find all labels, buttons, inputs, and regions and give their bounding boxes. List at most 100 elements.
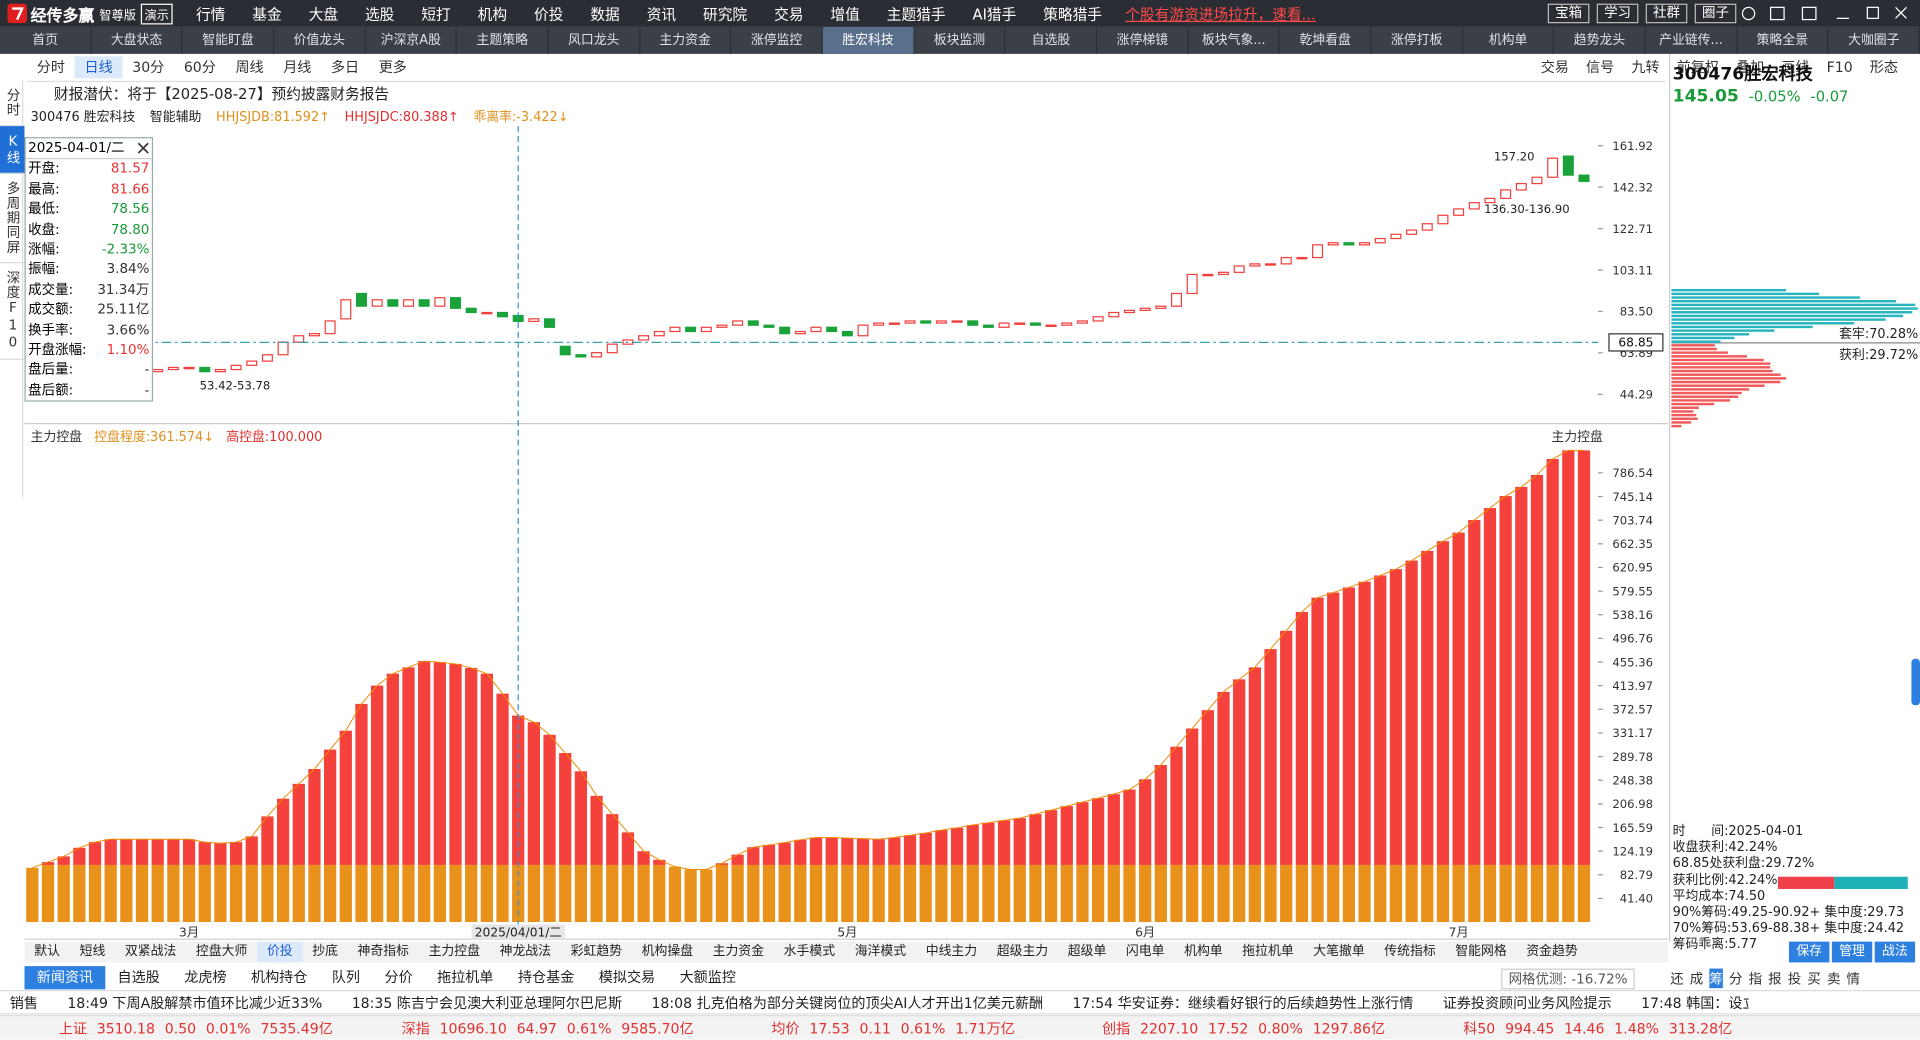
- indicator-tab[interactable]: 拖拉机单: [1242, 944, 1294, 959]
- chart-tool[interactable]: 九转: [1631, 58, 1660, 76]
- tab[interactable]: 大盘状态: [91, 26, 183, 54]
- period-tab[interactable]: 30分: [132, 58, 165, 76]
- bottom-tab[interactable]: 队列: [331, 968, 361, 986]
- news-item[interactable]: 18:49 下周A股解禁市值环比减少近33%: [67, 994, 323, 1012]
- menu-item[interactable]: 主题猎手: [886, 5, 946, 23]
- news-item[interactable]: 销售: [9, 994, 38, 1012]
- menu-item[interactable]: 基金: [252, 5, 282, 23]
- tooltip-close[interactable]: [137, 138, 149, 158]
- indicator-tab[interactable]: 资金趋势: [1526, 944, 1578, 959]
- side-tab[interactable]: 多周期同屏: [0, 174, 25, 264]
- news-item[interactable]: 17:48 韩国：设立银发就业服务中心 助: [1641, 994, 1749, 1012]
- icon[interactable]: [1770, 6, 1785, 21]
- side-icon[interactable]: 分: [1728, 970, 1743, 987]
- period-tab[interactable]: 日线: [74, 56, 123, 79]
- period-tab[interactable]: 月线: [283, 58, 312, 76]
- tab[interactable]: 沪深京A股: [366, 26, 458, 54]
- side-icon[interactable]: 还: [1670, 970, 1684, 987]
- period-tab[interactable]: 60分: [183, 58, 216, 76]
- indicator-tab[interactable]: 智能网格: [1455, 944, 1507, 959]
- menu-item[interactable]: 短打: [421, 5, 451, 23]
- indicator-tab[interactable]: 彩虹趋势: [570, 944, 623, 959]
- indicator-tab[interactable]: 默认: [34, 944, 61, 959]
- side-icon[interactable]: 卖: [1826, 970, 1841, 987]
- tab[interactable]: 产业链传...: [1646, 26, 1738, 54]
- period-tab[interactable]: 周线: [235, 58, 264, 76]
- menu-item[interactable]: 行情: [195, 5, 226, 23]
- tab[interactable]: 智能盯盘: [183, 26, 275, 54]
- indicator-tab[interactable]: 大笔撤单: [1313, 944, 1365, 959]
- indicator-tab[interactable]: 主力控盘: [428, 944, 481, 959]
- bottom-tab[interactable]: 拖拉机单: [437, 968, 494, 986]
- tab[interactable]: 涨停打板: [1372, 26, 1463, 54]
- indicator-tab[interactable]: 价投: [257, 941, 303, 963]
- menu-item[interactable]: 资讯: [646, 5, 677, 23]
- chart-tool[interactable]: 画线: [1781, 58, 1810, 76]
- indicator-action[interactable]: 保存: [1788, 941, 1830, 963]
- menu-right-item[interactable]: 宝箱: [1547, 3, 1590, 24]
- indicator-tab[interactable]: 海洋模式: [854, 944, 907, 959]
- indicator-tab[interactable]: 神龙战法: [499, 944, 552, 959]
- indicator-tab[interactable]: 短线: [79, 944, 106, 959]
- news-item[interactable]: 17:54 华安证券：继续看好银行的后续趋势性上涨行情: [1072, 994, 1414, 1012]
- tab[interactable]: 首页: [0, 26, 92, 54]
- bottom-tab[interactable]: 机构持仓: [251, 968, 308, 986]
- side-tab[interactable]: K线: [0, 126, 25, 174]
- tab[interactable]: 涨停梯镜: [1097, 26, 1189, 54]
- menu-right-item[interactable]: 圈子: [1694, 3, 1737, 24]
- maximize[interactable]: [1866, 6, 1879, 19]
- side-icon[interactable]: 情: [1846, 970, 1861, 987]
- news-item[interactable]: 证券投资顾问业务风险提示: [1442, 994, 1612, 1012]
- promo-link[interactable]: 个股有游资进场拉升，速看...: [1125, 5, 1316, 23]
- period-tab[interactable]: 更多: [378, 58, 407, 76]
- period-tab[interactable]: 多日: [330, 58, 360, 76]
- news-item[interactable]: 18:08 扎克伯格为部分关键岗位的顶尖AI人才开出1亿美元薪酬: [651, 994, 1044, 1012]
- indicator-tab[interactable]: 神奇指标: [357, 944, 409, 959]
- tab[interactable]: 策略全景: [1737, 26, 1829, 54]
- period-tab[interactable]: 分时: [36, 58, 65, 76]
- indicator-tab[interactable]: 双紧战法: [124, 944, 177, 959]
- assist[interactable]: 智能辅助: [149, 110, 202, 125]
- indicator-tab[interactable]: 水手模式: [783, 944, 836, 959]
- tab[interactable]: 风口龙头: [549, 26, 641, 54]
- icon[interactable]: [1741, 6, 1756, 21]
- indicator-action[interactable]: 战法: [1874, 941, 1916, 963]
- menu-item[interactable]: 交易: [774, 5, 804, 23]
- menu-item[interactable]: 价投: [534, 5, 564, 23]
- menu-item[interactable]: 增值: [830, 5, 860, 23]
- chart-tool[interactable]: 信号: [1586, 58, 1615, 76]
- tab[interactable]: 大咖圈子: [1829, 26, 1920, 54]
- bottom-tab[interactable]: 分价: [384, 968, 413, 986]
- menu-item[interactable]: 机构: [477, 5, 508, 23]
- chart-tool[interactable]: 叠加: [1736, 58, 1765, 76]
- demo-badge[interactable]: 演示: [140, 3, 173, 24]
- indicator-tab[interactable]: 超级主力: [996, 944, 1049, 959]
- indicator-tab[interactable]: 中线主力: [925, 944, 978, 959]
- tab[interactable]: 乾坤看盘: [1280, 26, 1372, 54]
- chart-tool[interactable]: 形态: [1869, 58, 1898, 76]
- menu-item[interactable]: 选股: [364, 5, 395, 23]
- indicator-tab[interactable]: 机构操盘: [641, 944, 694, 959]
- indicator-tab[interactable]: 抄底: [312, 944, 338, 959]
- indicator-tab[interactable]: 传统指标: [1384, 944, 1436, 959]
- indicator-tab[interactable]: 主力资金: [712, 944, 765, 959]
- tab[interactable]: 板块气象...: [1189, 26, 1281, 54]
- indicator-tab[interactable]: 控盘大师: [195, 944, 248, 959]
- chart-tool[interactable]: 前复权: [1676, 58, 1719, 76]
- chart-tool[interactable]: F10: [1826, 58, 1853, 76]
- tab[interactable]: 主题策略: [457, 26, 549, 54]
- side-icon[interactable]: 指: [1748, 970, 1763, 987]
- tab[interactable]: 胜宏科技: [822, 26, 915, 54]
- icon[interactable]: [1801, 6, 1817, 21]
- chart-tool[interactable]: 交易: [1540, 58, 1569, 76]
- menu-item[interactable]: AI猎手: [972, 5, 1017, 23]
- bottom-tab[interactable]: 模拟交易: [598, 968, 656, 986]
- menu-right-item[interactable]: 学习: [1596, 3, 1639, 24]
- tab[interactable]: 板块监测: [914, 26, 1006, 54]
- side-tab[interactable]: 深度F10: [0, 263, 25, 361]
- scroll-handle[interactable]: [1911, 658, 1920, 706]
- tab[interactable]: 价值龙头: [274, 26, 366, 54]
- bottom-tab[interactable]: 持仓基金: [517, 968, 575, 986]
- news-item[interactable]: 18:35 陈吉宁会见澳大利亚总理阿尔巴尼斯: [351, 994, 623, 1012]
- menu-item[interactable]: 策略猎手: [1043, 5, 1103, 23]
